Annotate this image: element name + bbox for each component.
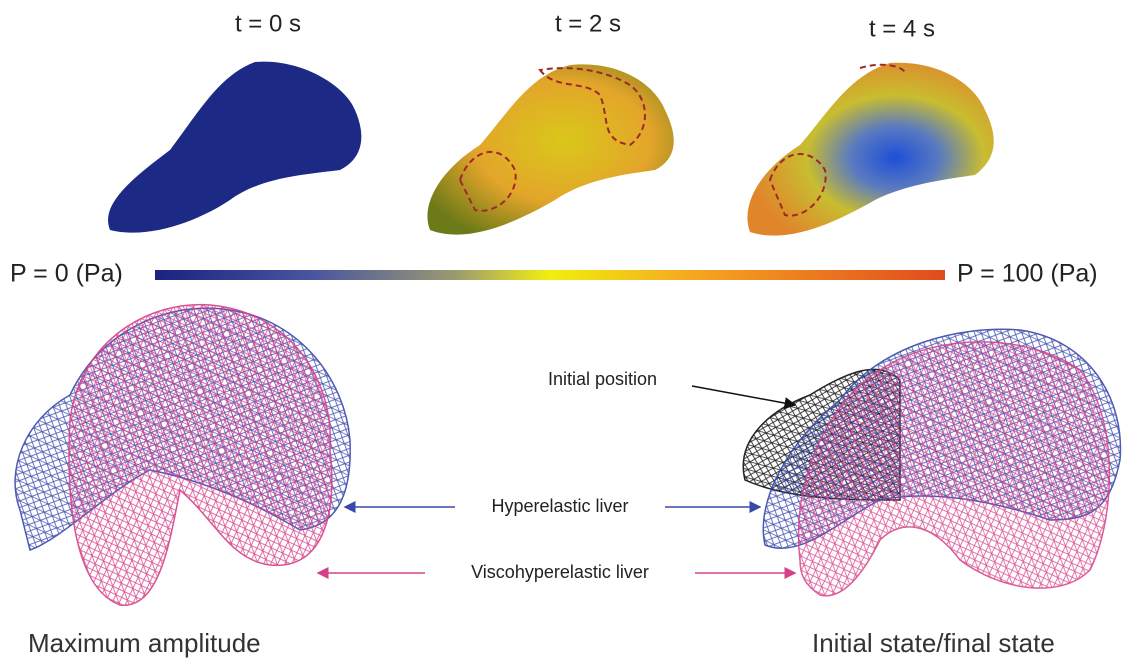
contour [768, 63, 906, 217]
arrow [691, 385, 797, 409]
annotation: Viscohyperelastic liver [471, 562, 649, 582]
contour [458, 67, 646, 212]
viscohyperelastic-mesh [68, 303, 333, 606]
colorbar-max-label: P = 100 (Pa) [957, 260, 1098, 288]
time-label: t = 2 s [555, 10, 621, 37]
caption: Maximum amplitude [28, 628, 261, 658]
time-label: t = 0 s [235, 10, 301, 37]
liver-surface [747, 62, 994, 236]
time-label: t = 4 s [869, 15, 935, 42]
annotation: Hyperelastic liver [491, 496, 628, 516]
colorbar [155, 270, 945, 280]
annotation: Initial position [548, 369, 657, 389]
colorbar-min-label: P = 0 (Pa) [10, 260, 123, 288]
liver-surface [108, 61, 362, 233]
viscohyperelastic-mesh [797, 341, 1111, 597]
caption: Initial state/final state [812, 628, 1055, 658]
liver-surface [427, 64, 674, 235]
